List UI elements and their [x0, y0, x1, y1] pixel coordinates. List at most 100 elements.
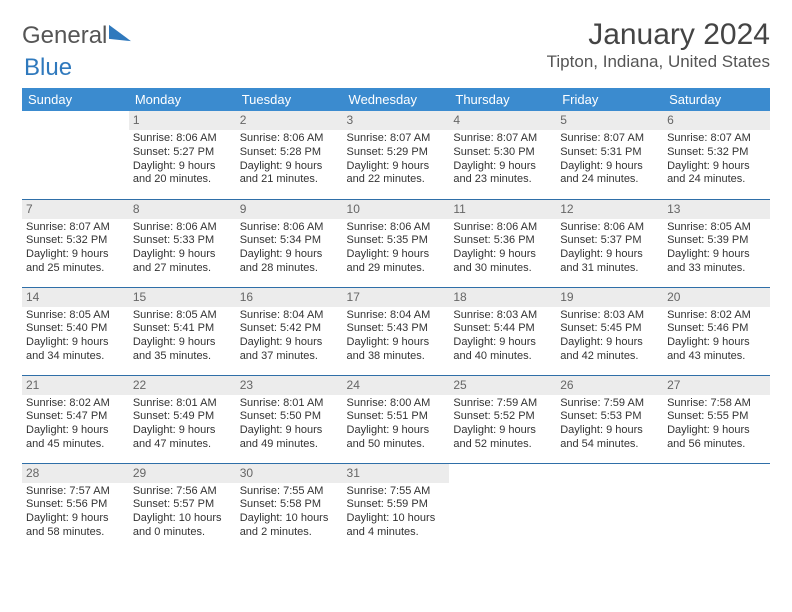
day-cell: 18 Sunrise: 8:03 AMSunset: 5:44 PMDayligh…: [449, 287, 556, 375]
day-detail: Sunrise: 8:05 AMSunset: 5:40 PMDaylight:…: [26, 309, 125, 364]
day-detail: Sunrise: 7:55 AMSunset: 5:58 PMDaylight:…: [240, 485, 339, 540]
day-cell: 31 Sunrise: 7:55 AMSunset: 5:59 PMDayligh…: [343, 463, 450, 551]
day-detail: Sunrise: 8:01 AMSunset: 5:49 PMDaylight:…: [133, 397, 232, 452]
day-header: Sunday: [22, 88, 129, 111]
day-detail: Sunrise: 8:07 AMSunset: 5:32 PMDaylight:…: [667, 132, 766, 187]
day-number: 11: [449, 200, 556, 219]
day-number: 21: [22, 376, 129, 395]
day-detail: Sunrise: 8:07 AMSunset: 5:32 PMDaylight:…: [26, 221, 125, 276]
day-detail: Sunrise: 8:03 AMSunset: 5:44 PMDaylight:…: [453, 309, 552, 364]
day-number: 18: [449, 288, 556, 307]
day-cell: 14 Sunrise: 8:05 AMSunset: 5:40 PMDayligh…: [22, 287, 129, 375]
day-number: 26: [556, 376, 663, 395]
day-cell: 30 Sunrise: 7:55 AMSunset: 5:58 PMDayligh…: [236, 463, 343, 551]
day-number: 25: [449, 376, 556, 395]
logo: General: [22, 18, 131, 50]
day-cell: 24 Sunrise: 8:00 AMSunset: 5:51 PMDayligh…: [343, 375, 450, 463]
day-detail: Sunrise: 8:00 AMSunset: 5:51 PMDaylight:…: [347, 397, 446, 452]
week-row: 1Sunrise: 8:06 AMSunset: 5:27 PMDaylight…: [22, 111, 770, 199]
day-detail: Sunrise: 7:55 AMSunset: 5:59 PMDaylight:…: [347, 485, 446, 540]
day-cell: 2 Sunrise: 8:06 AMSunset: 5:28 PMDaylight…: [236, 111, 343, 199]
day-detail: Sunrise: 8:06 AMSunset: 5:34 PMDaylight:…: [240, 221, 339, 276]
day-cell: 23 Sunrise: 8:01 AMSunset: 5:50 PMDayligh…: [236, 375, 343, 463]
day-header: Thursday: [449, 88, 556, 111]
day-detail: Sunrise: 8:02 AMSunset: 5:46 PMDaylight:…: [667, 309, 766, 364]
day-cell: [556, 463, 663, 551]
day-header: Friday: [556, 88, 663, 111]
day-number: 2: [236, 111, 343, 130]
day-detail: Sunrise: 8:04 AMSunset: 5:43 PMDaylight:…: [347, 309, 446, 364]
day-number: 28: [22, 464, 129, 483]
day-cell: 26 Sunrise: 7:59 AMSunset: 5:53 PMDayligh…: [556, 375, 663, 463]
day-cell: 25 Sunrise: 7:59 AMSunset: 5:52 PMDayligh…: [449, 375, 556, 463]
title-block: January 2024 Tipton, Indiana, United Sta…: [547, 18, 770, 72]
day-number: 31: [343, 464, 450, 483]
day-number: 8: [129, 200, 236, 219]
calendar-table: Sunday Monday Tuesday Wednesday Thursday…: [22, 88, 770, 551]
day-cell: 8 Sunrise: 8:06 AMSunset: 5:33 PMDaylight…: [129, 199, 236, 287]
day-header: Monday: [129, 88, 236, 111]
logo-triangle-icon: [109, 25, 131, 41]
day-detail: Sunrise: 7:58 AMSunset: 5:55 PMDaylight:…: [667, 397, 766, 452]
day-cell: 1Sunrise: 8:06 AMSunset: 5:27 PMDaylight…: [129, 111, 236, 199]
day-header-row: Sunday Monday Tuesday Wednesday Thursday…: [22, 88, 770, 111]
day-cell: 7 Sunrise: 8:07 AMSunset: 5:32 PMDaylight…: [22, 199, 129, 287]
day-header: Saturday: [663, 88, 770, 111]
day-detail: Sunrise: 8:06 AMSunset: 5:33 PMDaylight:…: [133, 221, 232, 276]
day-number: 5: [556, 111, 663, 130]
day-number: 12: [556, 200, 663, 219]
day-detail: Sunrise: 8:05 AMSunset: 5:39 PMDaylight:…: [667, 221, 766, 276]
day-number: 13: [663, 200, 770, 219]
day-cell: 3Sunrise: 8:07 AMSunset: 5:29 PMDaylight…: [343, 111, 450, 199]
day-number: 23: [236, 376, 343, 395]
day-detail: Sunrise: 8:05 AMSunset: 5:41 PMDaylight:…: [133, 309, 232, 364]
day-cell: [663, 463, 770, 551]
day-detail: Sunrise: 8:01 AMSunset: 5:50 PMDaylight:…: [240, 397, 339, 452]
day-detail: Sunrise: 8:03 AMSunset: 5:45 PMDaylight:…: [560, 309, 659, 364]
day-cell: 9 Sunrise: 8:06 AMSunset: 5:34 PMDaylight…: [236, 199, 343, 287]
day-detail: Sunrise: 7:56 AMSunset: 5:57 PMDaylight:…: [133, 485, 232, 540]
day-cell: 19 Sunrise: 8:03 AMSunset: 5:45 PMDayligh…: [556, 287, 663, 375]
day-detail: Sunrise: 8:04 AMSunset: 5:42 PMDaylight:…: [240, 309, 339, 364]
day-detail: Sunrise: 8:06 AMSunset: 5:36 PMDaylight:…: [453, 221, 552, 276]
day-detail: Sunrise: 7:59 AMSunset: 5:53 PMDaylight:…: [560, 397, 659, 452]
day-cell: 12 Sunrise: 8:06 AMSunset: 5:37 PMDayligh…: [556, 199, 663, 287]
day-number: 4: [449, 111, 556, 130]
month-title: January 2024: [547, 18, 770, 52]
day-number: 9: [236, 200, 343, 219]
day-cell: 4Sunrise: 8:07 AMSunset: 5:30 PMDaylight…: [449, 111, 556, 199]
day-detail: Sunrise: 8:06 AMSunset: 5:35 PMDaylight:…: [347, 221, 446, 276]
day-number: 30: [236, 464, 343, 483]
day-cell: 10 Sunrise: 8:06 AMSunset: 5:35 PMDayligh…: [343, 199, 450, 287]
day-number: 24: [343, 376, 450, 395]
week-row: 14 Sunrise: 8:05 AMSunset: 5:40 PMDayligh…: [22, 287, 770, 375]
day-cell: 11 Sunrise: 8:06 AMSunset: 5:36 PMDayligh…: [449, 199, 556, 287]
day-detail: Sunrise: 8:06 AMSunset: 5:28 PMDaylight:…: [240, 132, 339, 187]
day-number: 22: [129, 376, 236, 395]
day-number: 15: [129, 288, 236, 307]
day-cell: 20Sunrise: 8:02 AMSunset: 5:46 PMDayligh…: [663, 287, 770, 375]
day-number: 7: [22, 200, 129, 219]
day-number: 16: [236, 288, 343, 307]
day-number: 19: [556, 288, 663, 307]
day-number: 14: [22, 288, 129, 307]
day-number: 6: [663, 111, 770, 130]
day-number: 29: [129, 464, 236, 483]
day-cell: 6 Sunrise: 8:07 AMSunset: 5:32 PMDaylight…: [663, 111, 770, 199]
day-header: Wednesday: [343, 88, 450, 111]
week-row: 21Sunrise: 8:02 AMSunset: 5:47 PMDayligh…: [22, 375, 770, 463]
day-detail: Sunrise: 8:06 AMSunset: 5:27 PMDaylight:…: [133, 132, 232, 187]
day-header: Tuesday: [236, 88, 343, 111]
day-cell: 5Sunrise: 8:07 AMSunset: 5:31 PMDaylight…: [556, 111, 663, 199]
day-cell: 27Sunrise: 7:58 AMSunset: 5:55 PMDayligh…: [663, 375, 770, 463]
logo-text-1: General: [22, 22, 107, 50]
day-detail: Sunrise: 7:57 AMSunset: 5:56 PMDaylight:…: [26, 485, 125, 540]
day-detail: Sunrise: 8:06 AMSunset: 5:37 PMDaylight:…: [560, 221, 659, 276]
day-cell: 13 Sunrise: 8:05 AMSunset: 5:39 PMDayligh…: [663, 199, 770, 287]
day-detail: Sunrise: 7:59 AMSunset: 5:52 PMDaylight:…: [453, 397, 552, 452]
day-cell: 22 Sunrise: 8:01 AMSunset: 5:49 PMDayligh…: [129, 375, 236, 463]
day-number: 10: [343, 200, 450, 219]
week-row: 7 Sunrise: 8:07 AMSunset: 5:32 PMDaylight…: [22, 199, 770, 287]
day-detail: Sunrise: 8:07 AMSunset: 5:29 PMDaylight:…: [347, 132, 446, 187]
day-cell: [22, 111, 129, 199]
